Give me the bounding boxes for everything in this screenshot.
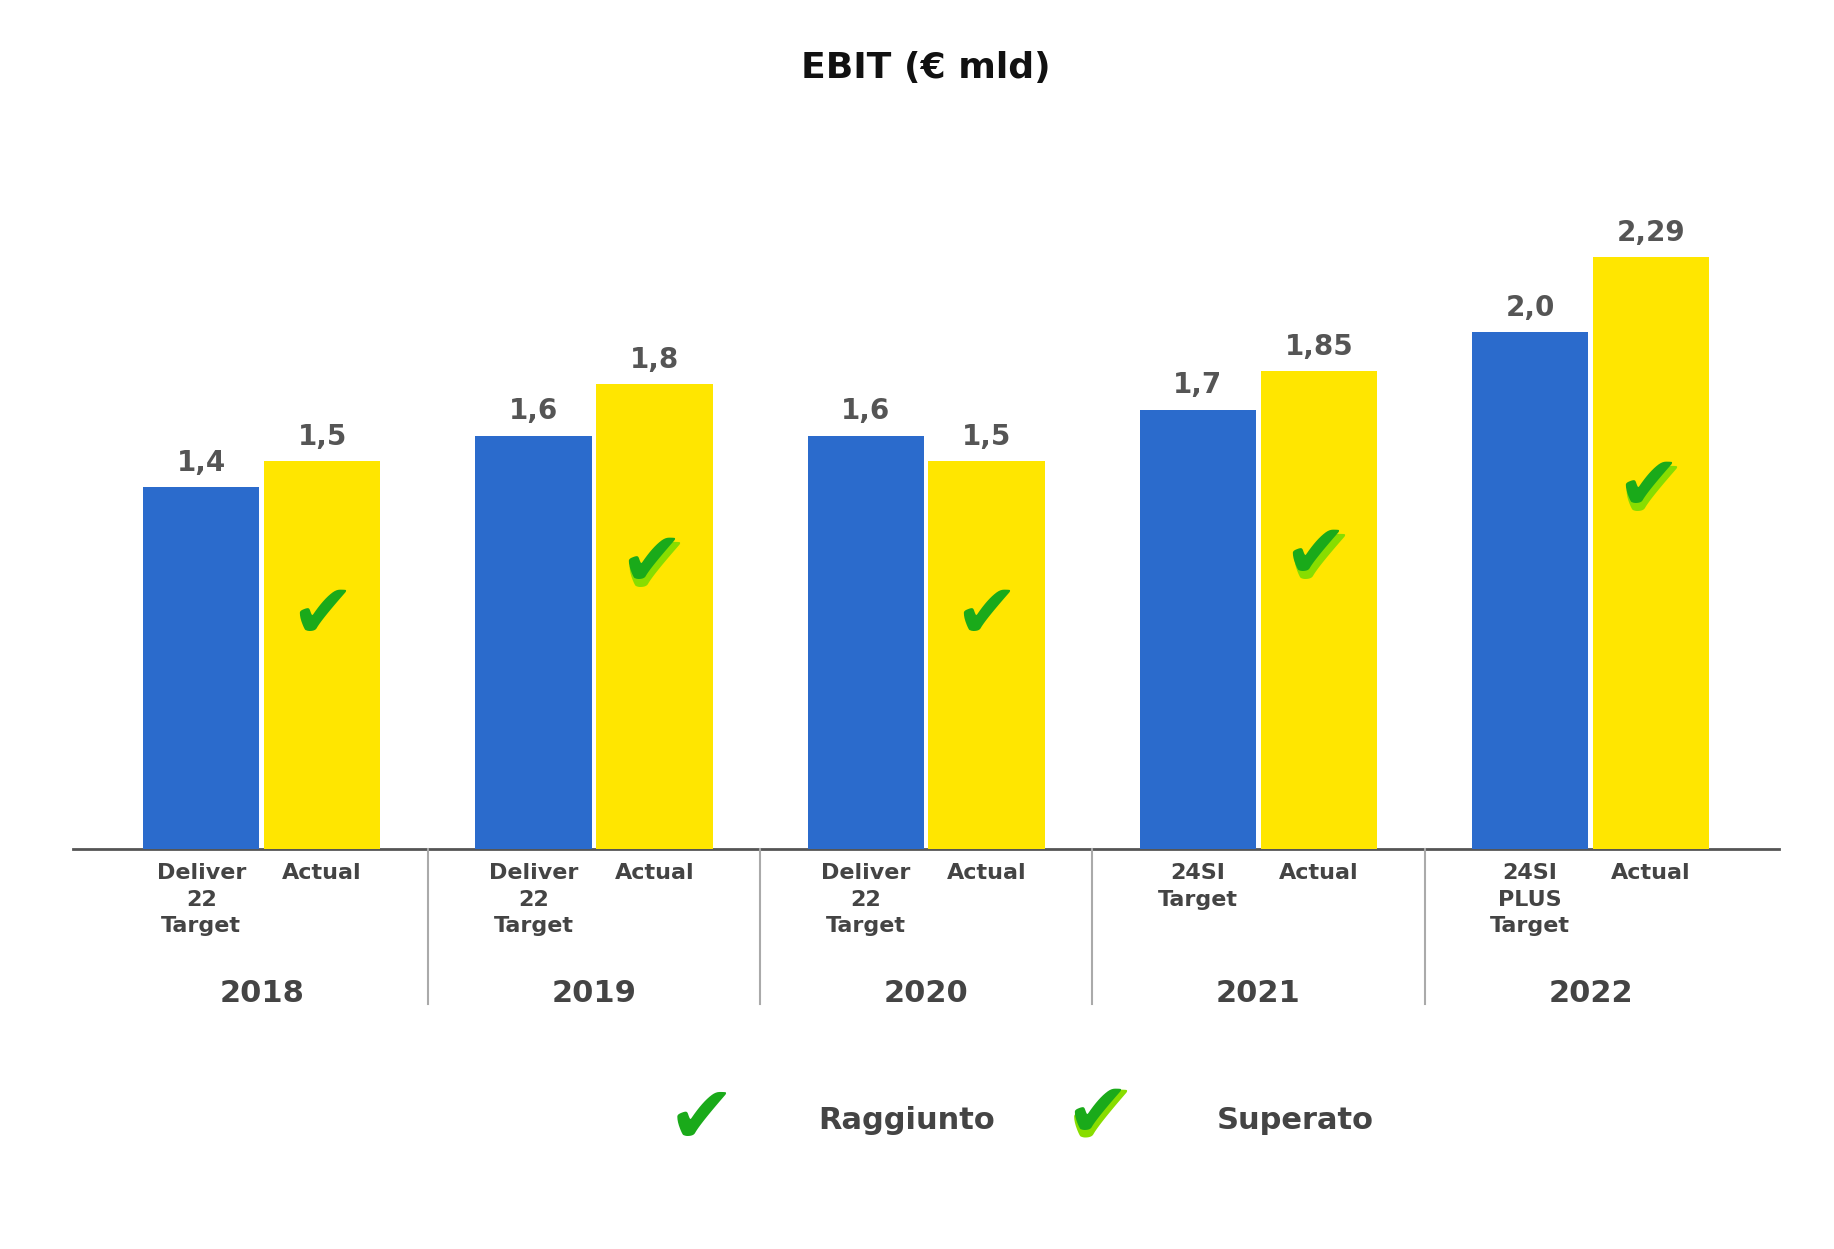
Bar — [1473, 332, 1588, 849]
Text: ✔: ✔ — [668, 1082, 735, 1160]
Text: ✔: ✔ — [290, 580, 354, 653]
Text: ✔: ✔ — [1284, 520, 1348, 595]
Bar — [475, 436, 592, 849]
Text: ✔: ✔ — [1284, 522, 1353, 603]
Bar — [143, 487, 259, 849]
Text: 2021: 2021 — [1216, 979, 1300, 1008]
Text: ✔: ✔ — [1616, 453, 1685, 535]
Bar — [928, 461, 1045, 849]
Text: ✔: ✔ — [1064, 1079, 1137, 1163]
Text: 1,85: 1,85 — [1284, 332, 1353, 361]
Bar — [807, 436, 924, 849]
Text: 2,0: 2,0 — [1506, 294, 1555, 322]
Text: 1,5: 1,5 — [297, 423, 347, 451]
Title: EBIT (€ mld): EBIT (€ mld) — [801, 51, 1051, 85]
Text: Raggiunto: Raggiunto — [818, 1107, 996, 1135]
Bar — [1139, 410, 1256, 849]
Text: ✔: ✔ — [1616, 452, 1680, 526]
Text: 2019: 2019 — [552, 979, 636, 1008]
Text: 1,7: 1,7 — [1174, 371, 1223, 400]
Bar — [1594, 257, 1709, 849]
Text: 1,8: 1,8 — [629, 346, 679, 373]
Text: ✔: ✔ — [620, 528, 682, 602]
Text: 2,29: 2,29 — [1618, 219, 1685, 247]
Text: 1,4: 1,4 — [176, 448, 226, 477]
Text: ✔: ✔ — [620, 530, 690, 611]
Text: 1,6: 1,6 — [508, 397, 558, 425]
Text: ✔: ✔ — [956, 580, 1018, 653]
Text: ✔: ✔ — [1066, 1079, 1130, 1153]
Text: 2022: 2022 — [1548, 979, 1632, 1008]
Text: Superato: Superato — [1218, 1107, 1374, 1135]
Bar — [1260, 371, 1377, 849]
Text: 2020: 2020 — [884, 979, 968, 1008]
Text: 1,6: 1,6 — [842, 397, 889, 425]
Bar — [264, 461, 380, 849]
Text: 1,5: 1,5 — [963, 423, 1011, 451]
Bar — [596, 383, 713, 849]
Text: 2018: 2018 — [220, 979, 304, 1008]
